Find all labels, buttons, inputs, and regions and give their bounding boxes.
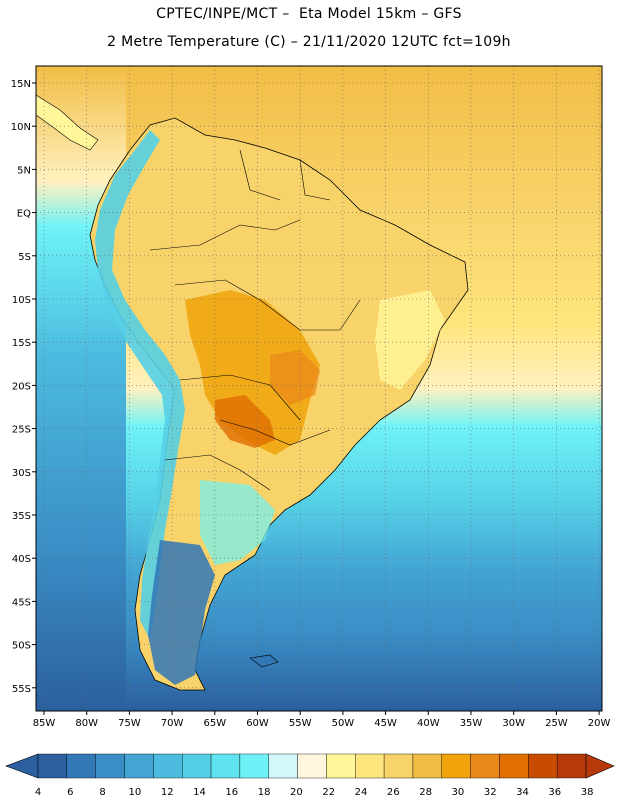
lat-label: 55S [12,684,31,695]
lat-label: 15N [11,79,31,90]
lat-label: 5N [17,165,31,176]
colorbar-tick: 16 [225,787,238,798]
lon-label: 25W [545,718,568,729]
colorbar-tick: 38 [581,787,594,798]
colorbar-swatch [326,753,356,779]
lat-label: 50S [12,641,31,652]
lat-label: 10N [11,122,31,133]
colorbar-arrow-high [585,753,615,779]
lon-label: 70W [161,718,184,729]
temperature-colorbar [5,753,615,779]
hotter-region [215,395,275,448]
pacific-field [36,66,126,711]
map-frame-border [35,65,603,712]
lon-label: 50W [332,718,355,729]
colorbar-swatch [556,753,587,779]
lat-label: 5S [18,252,31,263]
lat-label: 10S [12,295,31,306]
colorbar-swatch [95,753,125,779]
patagonia-cold [148,540,215,685]
northeast-coast [375,290,445,390]
colorbar-tick: 20 [290,787,303,798]
colorbar-tick: 32 [484,787,497,798]
colorbar-tick: 36 [548,787,561,798]
lon-label: 55W [289,718,312,729]
colorbar-swatch [210,753,241,779]
longitude-labels: 85W 80W 75W 70W 65W 60W 55W 50W 45W 40W 35W 30W 25W 2… [33,711,611,729]
lat-label: 30S [12,468,31,479]
title-line-1: CPTEC/INPE/MCT – Eta Model 15km – GFS [156,6,462,22]
colorbar-swatch [470,753,500,779]
title-line-2: 2 Metre Temperature (C) – 21/11/2020 12U… [107,34,511,50]
colorbar-tick: 30 [452,787,465,798]
colorbar-swatch [441,753,471,779]
colorbar-tick: 10 [129,787,142,798]
colorbar-tick: 22 [322,787,335,798]
central-america [36,94,99,151]
andes-strip [95,130,185,640]
hot-patch-2 [270,350,320,405]
colorbar-arrow-low [5,753,39,779]
lat-label: 35S [12,511,31,522]
colorbar-swatch [66,753,96,779]
colorbar-swatch [297,753,327,779]
colorbar-tick: 14 [193,787,206,798]
colorbar-tick-labels: 4 6 8 10 12 14 16 18 20 22 24 26 28 30 32 34 36 38 [35,787,594,798]
colorbar-swatch [124,753,154,779]
colorbar-tick: 8 [99,787,105,798]
colorbar-tick: 34 [516,787,529,798]
colorbar-swatch [182,753,212,779]
south-cool [200,480,275,565]
lon-label: 75W [118,718,141,729]
colorbar-swatch [355,753,385,779]
latitude-labels: 15N 10N 5N EQ 5S 10S 15S 20S 25S 30S 35S 40S 45S 50S 5… [11,79,36,695]
lat-label: 40S [12,554,31,565]
colorbar-tick: 26 [387,787,400,798]
lon-label: 65W [203,718,226,729]
colorbar-swatch [268,753,298,779]
falklands [249,654,279,668]
colorbar-swatch [383,753,414,779]
colorbar-tick: 18 [258,787,271,798]
colorbar-swatch [412,753,442,779]
lon-label: 85W [33,718,56,729]
colorbar-swatch [499,753,529,779]
lon-label: 80W [75,718,98,729]
lat-label: 15S [12,338,31,349]
lat-label: 20S [12,381,31,392]
colorbar-tick: 24 [355,787,368,798]
lat-label: 45S [12,597,31,608]
lat-label: EQ [17,209,31,220]
lat-label: 25S [12,425,31,436]
colorbar-swatch [239,753,269,779]
country-borders [149,149,361,491]
lon-label: 35W [460,718,483,729]
colorbar-swatch [528,753,558,779]
colorbar-tick: 4 [35,787,41,798]
lon-label: 40W [417,718,440,729]
lon-label: 60W [246,718,269,729]
lon-label: 45W [374,718,397,729]
colorbar-tick: 6 [67,787,73,798]
lon-label: 20W [588,718,611,729]
colorbar-swatch [37,753,68,779]
lon-label: 30W [502,718,525,729]
colorbar-swatch [153,753,183,779]
colorbar-tick: 28 [419,787,432,798]
colorbar-tick: 12 [161,787,174,798]
